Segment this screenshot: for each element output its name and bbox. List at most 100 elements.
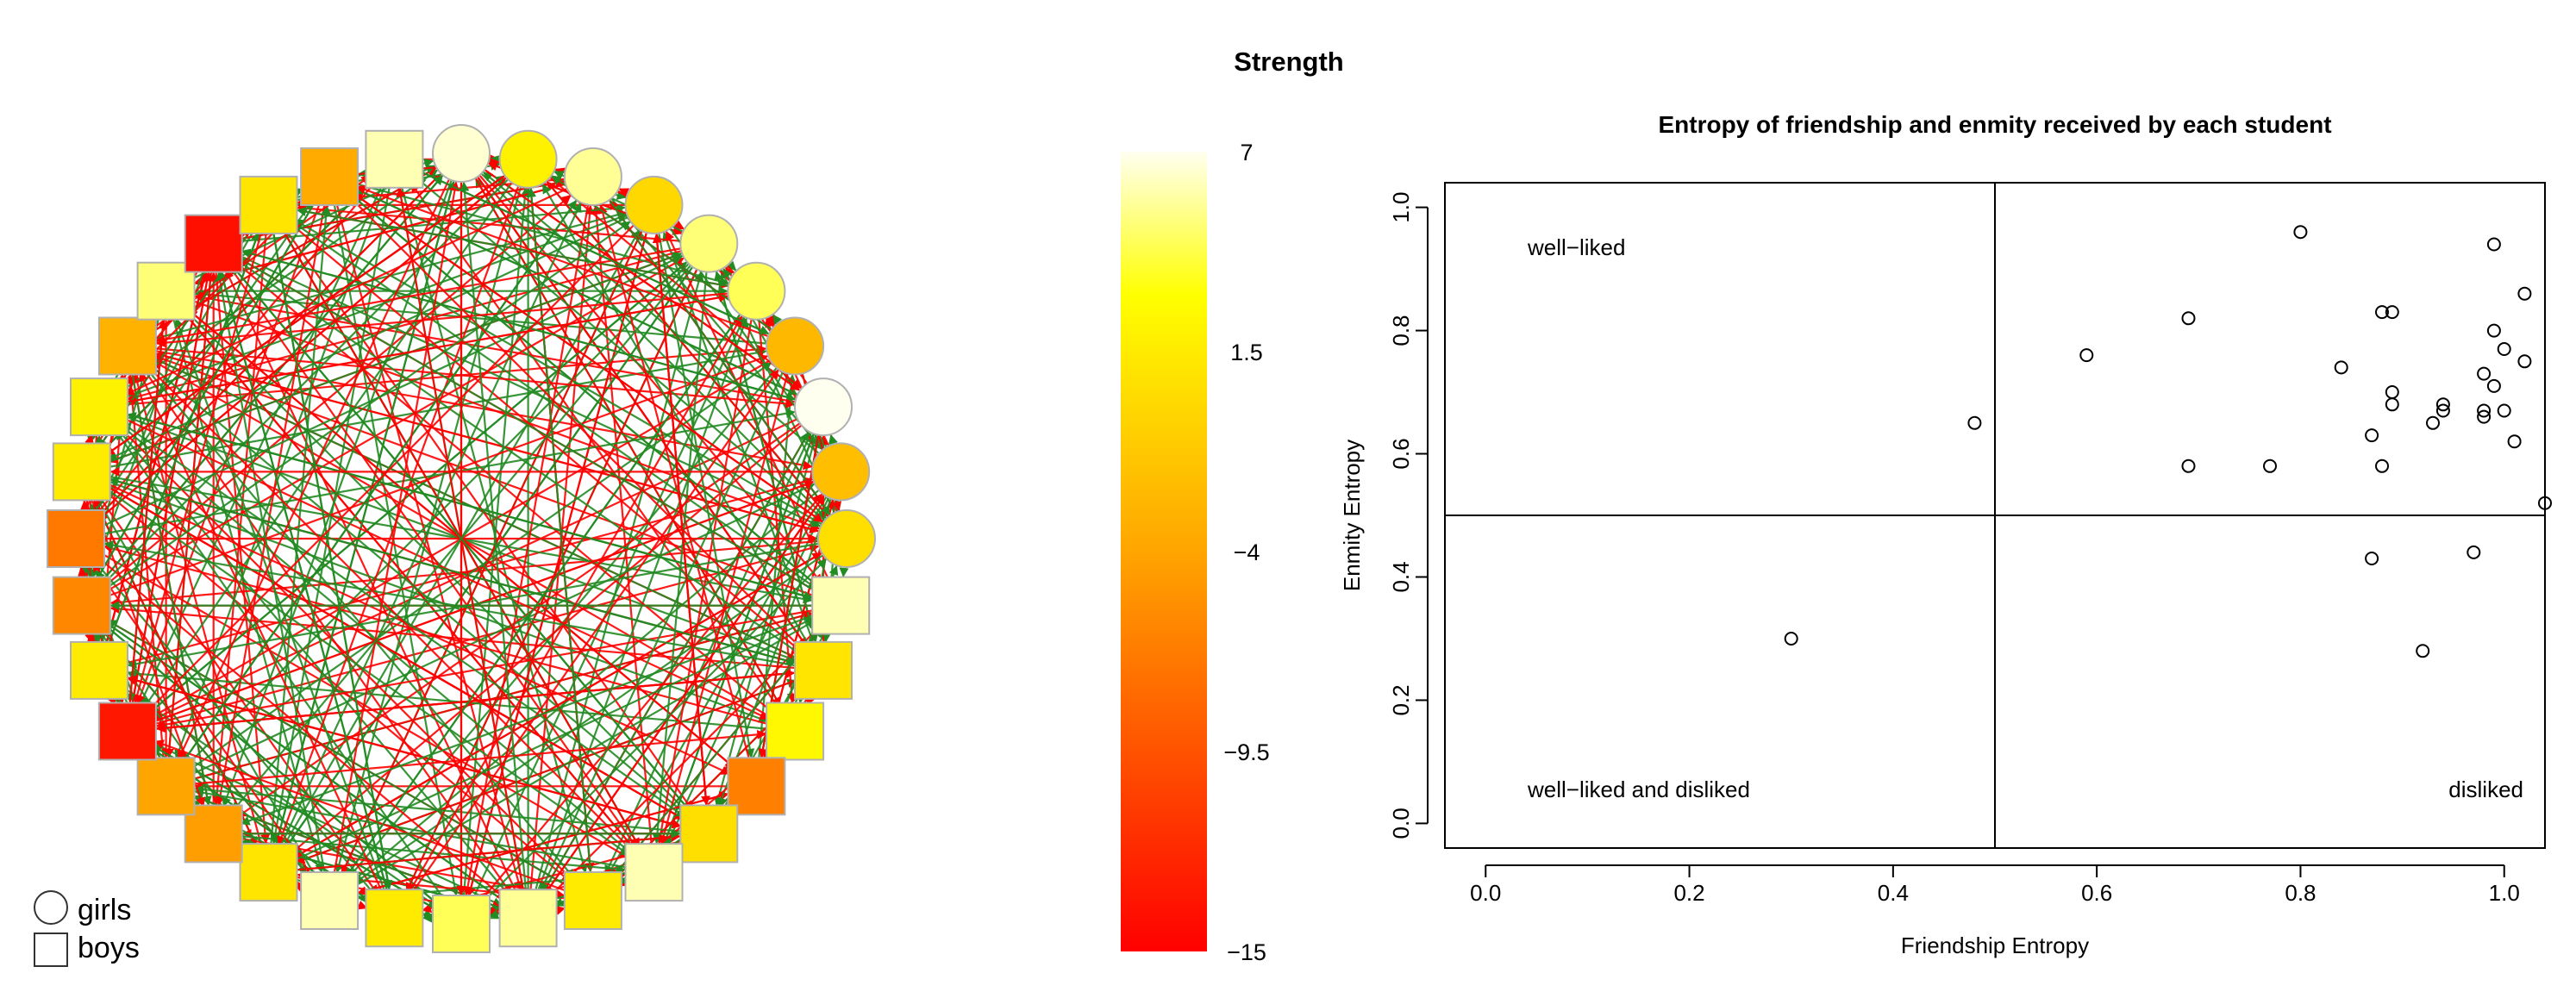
enmity-edge (408, 315, 743, 894)
quadrant-label-bottom-left: well−liked and disliked (1527, 777, 1750, 802)
scatter-point (2385, 397, 2399, 412)
enmity-edge (463, 205, 590, 896)
enmity-edge (236, 422, 800, 818)
legend-label-girls: girls (78, 894, 131, 926)
x-axis: 0.0 0.2 0.4 0.6 0.8 1.0 (1470, 864, 2520, 906)
scatter-point (2365, 552, 2379, 565)
friendship-edge (275, 180, 456, 845)
boy-node (136, 757, 196, 816)
enmity-edge (195, 729, 767, 785)
y-tick-label: 0.0 (1388, 808, 1414, 839)
x-axis-label: Friendship Entropy (1901, 933, 2089, 958)
boy-node (624, 843, 684, 902)
enmity-edge (466, 233, 647, 897)
friendship-edge (215, 271, 326, 872)
friendship-edge (95, 201, 316, 582)
girl-node (432, 124, 491, 183)
friendship-edge (109, 478, 797, 665)
friendship-edge (145, 367, 575, 879)
scatter-point (2375, 458, 2389, 473)
legend-label-boys: boys (78, 932, 140, 964)
y-tick-label: 0.2 (1388, 684, 1414, 715)
boy-node (239, 175, 298, 234)
colorbar-gradient (1121, 152, 1207, 951)
y-tick-label: 0.8 (1388, 315, 1414, 346)
friendship-edge (115, 430, 446, 901)
enmity-edge (91, 561, 314, 877)
scatter-title: Entropy of friendship and enmity receive… (1658, 111, 2331, 138)
enmity-edge (84, 434, 94, 446)
boy-node (239, 843, 298, 902)
enmity-edge (132, 233, 262, 704)
enmity-edge (485, 169, 801, 391)
boy-node (563, 871, 622, 930)
y-tick-label: 0.6 (1388, 438, 1414, 469)
friendship-edge (108, 231, 260, 644)
boy-node (70, 377, 128, 437)
enmity-edge (758, 320, 797, 703)
enmity-edge (277, 186, 520, 846)
scatter-point (2416, 644, 2430, 658)
enmity-edge (652, 233, 708, 805)
friendship-edge (104, 487, 631, 857)
colorbar-tick-label: 7 (1240, 140, 1253, 165)
colorbar-tick-label: −4 (1234, 540, 1260, 565)
legend-square-icon (34, 933, 68, 967)
enmity-edge (108, 483, 731, 775)
girl-node (727, 261, 786, 321)
friendship-edge (291, 221, 818, 590)
colorbar-ticks: 7 1.5 −4 −9.5 −15 (1223, 140, 1269, 965)
friendship-edge (238, 257, 816, 592)
enmity-edge (154, 480, 815, 722)
x-tick-label: 0.4 (1878, 880, 1909, 906)
scatter-point (2334, 360, 2348, 375)
enmity-edge (618, 188, 629, 197)
scatter-point (2435, 403, 2450, 418)
boy-node (70, 640, 128, 700)
enmity-edge (127, 477, 814, 664)
y-tick-label: 1.0 (1388, 192, 1414, 223)
friendship-edge (541, 431, 810, 894)
friendship-edge (772, 314, 783, 325)
enmity-edge (215, 205, 326, 806)
scatter-point (2517, 354, 2532, 369)
friendship-edge (109, 252, 683, 463)
scatter-point (1967, 415, 1982, 430)
colorbar-title: Strength (1234, 47, 1343, 77)
scatter-point (2486, 237, 2501, 252)
scatter-point (2467, 545, 2481, 559)
enmity-edge (349, 196, 803, 651)
colorbar-tick-label: 1.5 (1230, 340, 1263, 365)
scatter-point (2477, 409, 2492, 424)
network-graph (47, 124, 876, 953)
friendship-edge (292, 218, 822, 525)
girl-node (817, 509, 876, 568)
friendship-edge (143, 182, 513, 708)
friendship-edge (127, 413, 814, 601)
enmity-edge (139, 371, 383, 892)
friendship-edge (839, 567, 849, 577)
x-tick-label: 1.0 (2489, 880, 2520, 906)
enmity-edge (147, 365, 635, 852)
friendship-edge (665, 497, 829, 847)
enmity-edge (554, 906, 566, 915)
quadrant-label-top-left: well−liked (1527, 234, 1625, 260)
enmity-edge (177, 179, 450, 761)
friendship-edge (194, 788, 626, 869)
enmity-edge (184, 312, 636, 851)
boy-node (97, 316, 157, 376)
enmity-edge (124, 188, 567, 396)
scatter-point (2385, 385, 2399, 399)
friendship-edge (109, 480, 769, 723)
scatter-point (2263, 458, 2277, 473)
scatter-point (2435, 397, 2450, 412)
boy-node (300, 871, 360, 930)
y-axis-label: Enmity Entropy (1339, 440, 1365, 591)
girl-node (766, 316, 825, 376)
x-tick-label: 0.0 (1470, 880, 1501, 906)
enmity-edge (109, 354, 769, 597)
friendship-edge (174, 186, 385, 760)
enmity-edge (479, 175, 823, 584)
girl-node (811, 442, 871, 502)
